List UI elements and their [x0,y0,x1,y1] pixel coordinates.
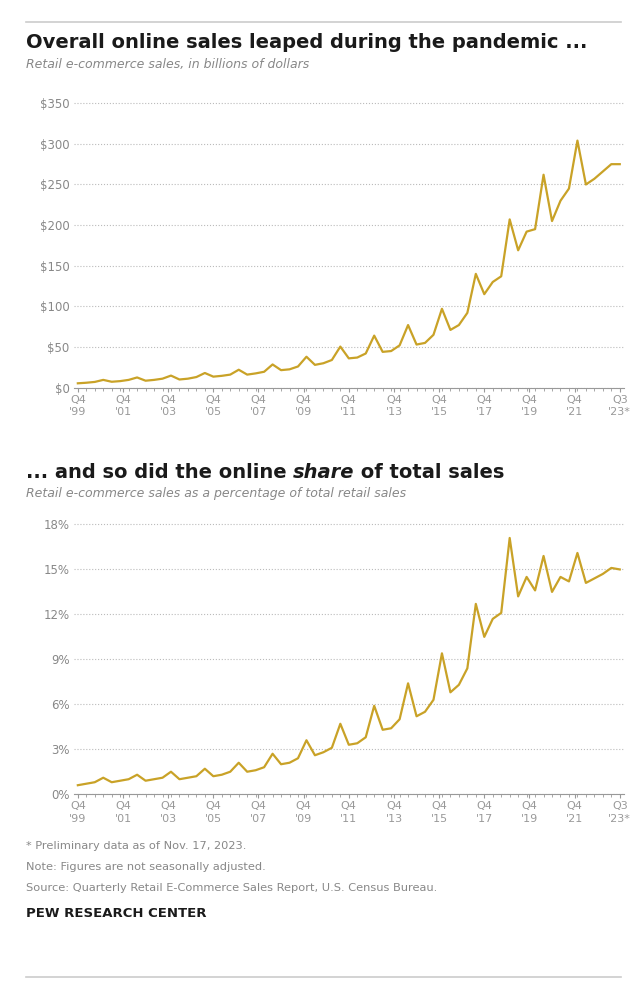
Text: Source: Quarterly Retail E-Commerce Sales Report, U.S. Census Bureau.: Source: Quarterly Retail E-Commerce Sale… [26,883,437,893]
Text: Overall online sales leaped during the pandemic ...: Overall online sales leaped during the p… [26,33,587,52]
Text: Retail e-commerce sales, in billions of dollars: Retail e-commerce sales, in billions of … [26,58,309,71]
Text: ... and so did the online: ... and so did the online [26,463,293,482]
Text: * Preliminary data as of Nov. 17, 2023.: * Preliminary data as of Nov. 17, 2023. [26,841,246,851]
Text: Note: Figures are not seasonally adjusted.: Note: Figures are not seasonally adjuste… [26,862,266,872]
Text: share: share [293,463,355,482]
Text: of total sales: of total sales [355,463,505,482]
Text: PEW RESEARCH CENTER: PEW RESEARCH CENTER [26,907,206,920]
Text: Retail e-commerce sales as a percentage of total retail sales: Retail e-commerce sales as a percentage … [26,487,406,500]
